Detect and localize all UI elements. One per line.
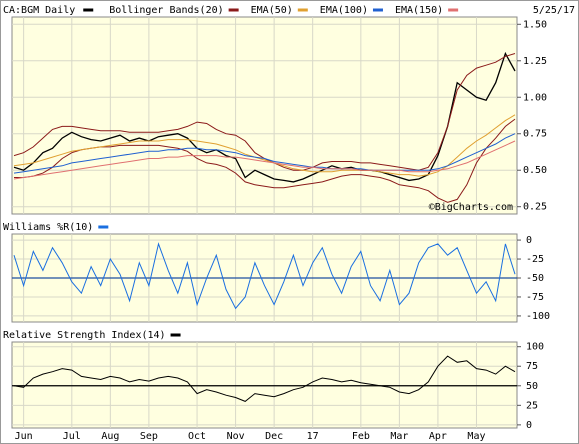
- y-tick-label: 0: [526, 235, 532, 246]
- series-line: [13, 114, 516, 177]
- watermark: ©BigCharts.com: [429, 202, 513, 213]
- series-line: [13, 133, 516, 174]
- legend-label: Williams %R(10): [3, 222, 93, 233]
- x-tick-label: Apr: [429, 431, 447, 442]
- plot-area: [11, 341, 518, 429]
- legend-label: EMA(50): [251, 5, 293, 16]
- y-tick-label: 75: [526, 361, 538, 372]
- x-tick-label: Sep: [140, 431, 158, 442]
- x-tick-label: Jun: [15, 431, 33, 442]
- y-tick-label: 1.50: [523, 19, 547, 30]
- series-line: [13, 355, 516, 402]
- y-tick-label: 0.50: [523, 165, 547, 176]
- x-tick-label: Oct: [188, 431, 206, 442]
- x-tick-label: Nov: [227, 431, 245, 442]
- y-tick-label: 1.25: [523, 56, 547, 67]
- legend-label: Relative Strength Index(14): [3, 330, 166, 341]
- y-tick-label: -50: [526, 273, 544, 284]
- y-tick-label: 100: [526, 342, 544, 353]
- y-tick-label: -75: [526, 292, 544, 303]
- symbol: CA:BGM Daily: [3, 5, 75, 16]
- x-tick-label: Aug: [101, 431, 119, 442]
- date: 5/25/17: [533, 5, 575, 16]
- series-line: [13, 51, 516, 183]
- x-tick-label: Mar: [390, 431, 408, 442]
- legend-label: Bollinger Bands(20): [109, 5, 223, 16]
- series-line: [13, 140, 516, 180]
- y-tick-label: 0.75: [523, 129, 547, 140]
- x-tick-label: 17: [307, 431, 319, 442]
- y-tick-label: 0: [526, 420, 532, 431]
- y-tick-label: -25: [526, 254, 544, 265]
- y-tick-label: -100: [526, 311, 550, 322]
- x-tick-label: Feb: [352, 431, 370, 442]
- y-tick-label: 0.25: [523, 202, 547, 213]
- series-line: [13, 242, 516, 310]
- x-tick-label: Jul: [63, 431, 81, 442]
- y-tick-label: 50: [526, 381, 538, 392]
- x-tick-label: Dec: [265, 431, 283, 442]
- x-tick-label: May: [467, 431, 485, 442]
- legend-label: EMA(100): [320, 5, 368, 16]
- legend-label: EMA(150): [395, 5, 443, 16]
- y-tick-label: 25: [526, 400, 538, 411]
- plot-area: [11, 16, 518, 215]
- y-tick-label: 1.00: [523, 92, 547, 103]
